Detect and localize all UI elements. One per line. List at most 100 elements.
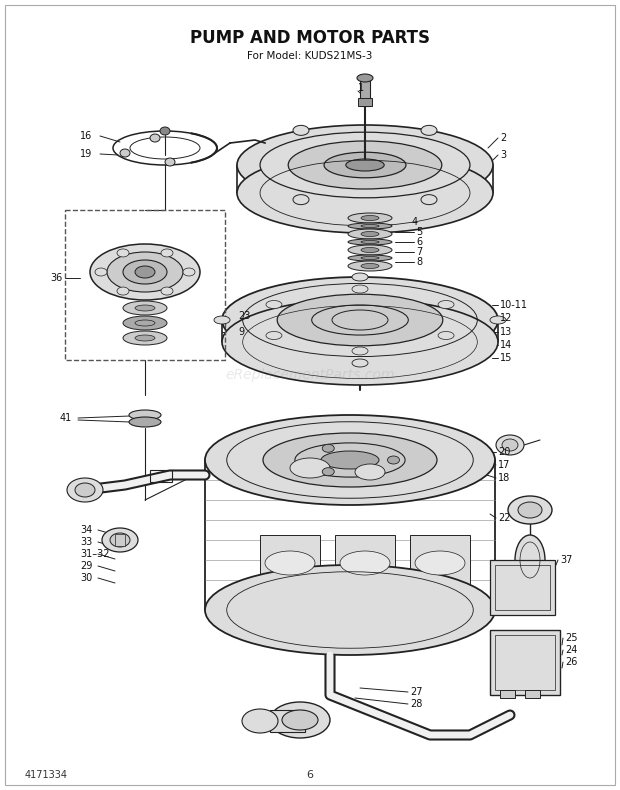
Ellipse shape: [361, 264, 379, 269]
Text: 29: 29: [80, 561, 92, 571]
Ellipse shape: [293, 194, 309, 205]
Ellipse shape: [266, 300, 282, 309]
Text: 25: 25: [565, 633, 577, 643]
Text: 1: 1: [358, 83, 364, 93]
Ellipse shape: [352, 359, 368, 367]
Ellipse shape: [135, 320, 155, 326]
Text: 31–32: 31–32: [80, 549, 110, 559]
Text: 3: 3: [500, 150, 506, 160]
Ellipse shape: [282, 710, 318, 730]
Text: 41: 41: [60, 413, 73, 423]
Ellipse shape: [288, 141, 442, 189]
Text: 16: 16: [80, 131, 92, 141]
Ellipse shape: [270, 702, 330, 738]
Ellipse shape: [205, 565, 495, 655]
Ellipse shape: [290, 458, 330, 478]
Text: 2: 2: [500, 133, 507, 143]
Ellipse shape: [150, 134, 160, 142]
Text: 36: 36: [50, 273, 62, 283]
Ellipse shape: [265, 551, 315, 575]
Text: 10-11: 10-11: [500, 300, 528, 310]
Text: 18: 18: [498, 473, 510, 483]
Text: For Model: KUDS21MS-3: For Model: KUDS21MS-3: [247, 51, 373, 61]
Ellipse shape: [214, 316, 230, 324]
Bar: [270, 710, 305, 732]
Text: 4: 4: [412, 217, 418, 227]
Ellipse shape: [135, 335, 155, 341]
Ellipse shape: [352, 273, 368, 281]
Text: 26: 26: [565, 657, 577, 667]
Text: 15: 15: [500, 353, 512, 363]
Ellipse shape: [361, 216, 379, 220]
Ellipse shape: [107, 252, 183, 292]
Bar: [525, 690, 540, 698]
Ellipse shape: [438, 332, 454, 340]
Ellipse shape: [165, 158, 175, 166]
Text: 27: 27: [410, 687, 422, 697]
Ellipse shape: [361, 247, 379, 253]
Ellipse shape: [324, 152, 406, 178]
Ellipse shape: [361, 224, 379, 228]
Ellipse shape: [237, 153, 493, 233]
Ellipse shape: [293, 126, 309, 135]
Text: 34: 34: [80, 525, 92, 535]
Text: 28: 28: [410, 699, 422, 709]
Bar: [358, 98, 372, 106]
Ellipse shape: [518, 502, 542, 518]
Ellipse shape: [348, 229, 392, 239]
Ellipse shape: [339, 314, 381, 326]
Bar: [260, 535, 320, 590]
Text: 17: 17: [498, 460, 510, 470]
Text: 6: 6: [306, 770, 314, 780]
Ellipse shape: [222, 299, 498, 385]
Ellipse shape: [123, 331, 167, 345]
Ellipse shape: [129, 417, 161, 427]
Ellipse shape: [361, 257, 379, 259]
Ellipse shape: [348, 223, 392, 229]
Text: 22: 22: [498, 513, 510, 523]
Ellipse shape: [348, 255, 392, 261]
Ellipse shape: [67, 478, 103, 502]
Ellipse shape: [135, 266, 155, 278]
Ellipse shape: [160, 127, 170, 135]
Ellipse shape: [421, 194, 437, 205]
Text: 9: 9: [238, 327, 244, 337]
Text: 14: 14: [500, 340, 512, 350]
Bar: [65, 210, 225, 360]
Bar: [335, 535, 395, 590]
Ellipse shape: [161, 287, 173, 295]
Ellipse shape: [312, 305, 409, 335]
Ellipse shape: [321, 451, 379, 469]
Ellipse shape: [421, 126, 437, 135]
Ellipse shape: [388, 456, 399, 464]
Ellipse shape: [415, 551, 465, 575]
Ellipse shape: [277, 294, 443, 346]
Ellipse shape: [348, 239, 392, 245]
Text: 5: 5: [416, 227, 422, 237]
Ellipse shape: [502, 439, 518, 451]
Bar: [490, 630, 560, 695]
Ellipse shape: [205, 415, 495, 505]
Text: 4171334: 4171334: [25, 770, 68, 780]
Bar: [495, 565, 550, 610]
Ellipse shape: [123, 260, 167, 284]
Ellipse shape: [222, 277, 498, 363]
Ellipse shape: [490, 316, 506, 324]
Ellipse shape: [95, 268, 107, 276]
Bar: [495, 635, 555, 690]
Ellipse shape: [348, 213, 392, 223]
Ellipse shape: [242, 709, 278, 733]
Ellipse shape: [237, 125, 493, 205]
Ellipse shape: [352, 347, 368, 355]
Text: 6: 6: [416, 237, 422, 247]
Ellipse shape: [357, 74, 373, 82]
Ellipse shape: [515, 535, 545, 585]
Ellipse shape: [496, 435, 524, 455]
Ellipse shape: [340, 551, 390, 575]
Bar: [360, 78, 370, 106]
Ellipse shape: [161, 249, 173, 257]
Ellipse shape: [438, 300, 454, 309]
Text: 13: 13: [500, 327, 512, 337]
Ellipse shape: [117, 249, 129, 257]
Ellipse shape: [348, 261, 392, 271]
